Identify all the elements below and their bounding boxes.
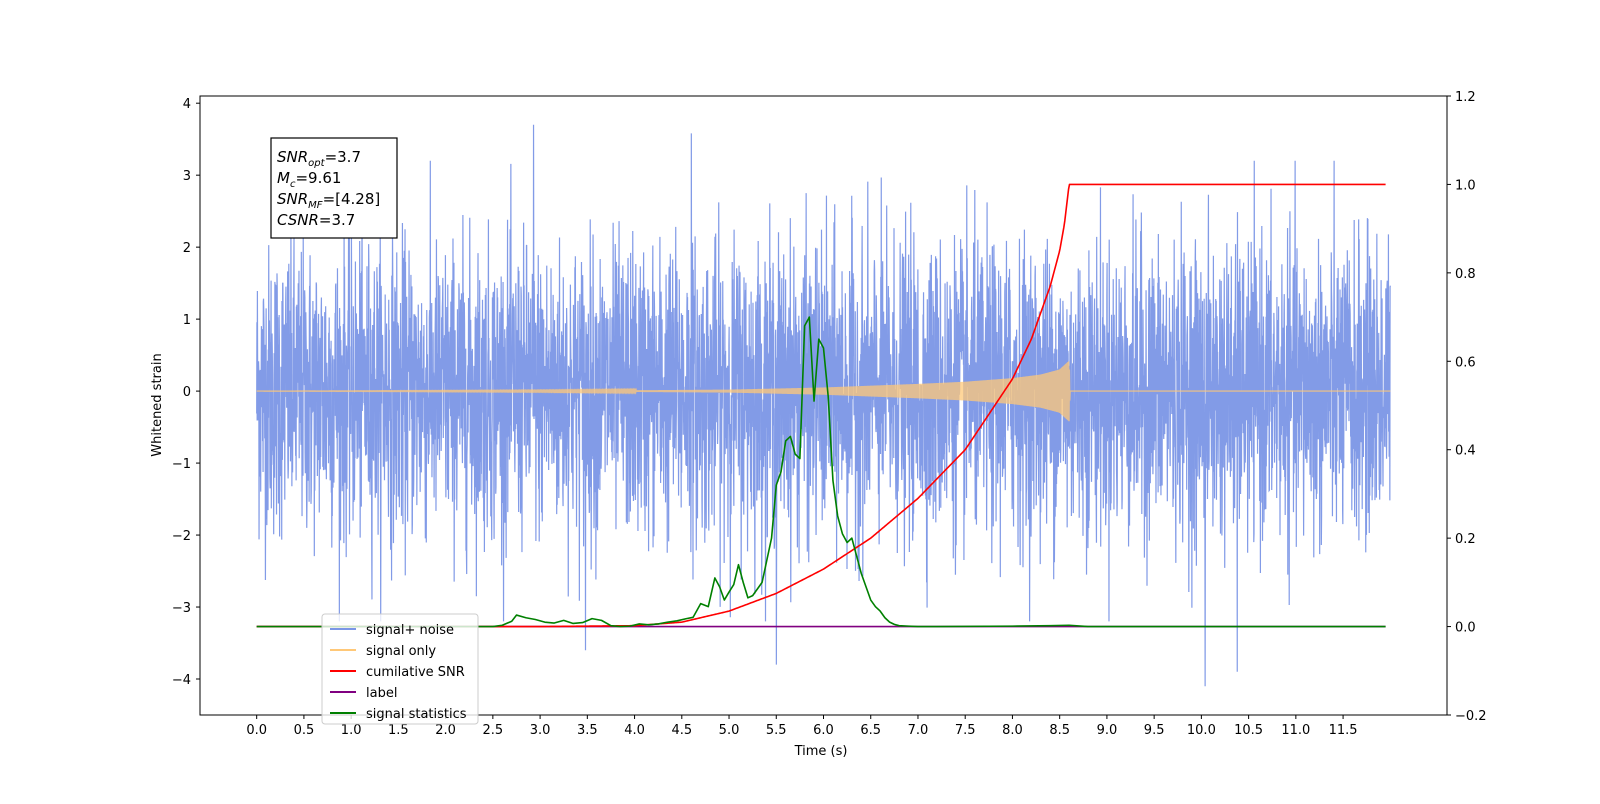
x-tick-label: 10.5 (1234, 723, 1263, 738)
x-tick-label: 9.0 (1097, 723, 1118, 738)
y-right-tick-label: 0.8 (1455, 267, 1476, 282)
y-left-tick-label: −1 (172, 457, 191, 472)
x-tick-label: 5.0 (719, 723, 740, 738)
x-tick-label: 11.0 (1281, 723, 1310, 738)
x-tick-label: 1.5 (388, 723, 409, 738)
x-tick-label: 7.5 (955, 723, 976, 738)
legend-label: signal only (366, 644, 436, 659)
x-tick-label: 0.5 (294, 723, 315, 738)
y-axis-left: −4 −3 −2 −1 0 1 2 3 4 (172, 97, 200, 688)
x-tick-label: 1.0 (341, 723, 362, 738)
annotation-line: SNRopt=3.7 (277, 148, 361, 169)
y-left-tick-label: −4 (172, 673, 191, 688)
x-tick-label: 6.5 (860, 723, 881, 738)
annotation-line: CSNR=3.7 (277, 211, 355, 229)
y-right-tick-label: 1.0 (1455, 178, 1476, 193)
series-signal-noise (256, 124, 1391, 687)
y-left-tick-label: 3 (183, 169, 191, 184)
x-tick-label: 8.0 (1002, 723, 1023, 738)
x-tick-label: 9.5 (1144, 723, 1165, 738)
y-axis-label: Whitened strain (150, 353, 165, 456)
y-left-tick-label: 1 (183, 313, 191, 328)
x-tick-label: 4.0 (624, 723, 645, 738)
y-right-tick-label: 0.2 (1455, 532, 1476, 547)
series-signal-only (256, 361, 1391, 422)
x-tick-label: 6.0 (813, 723, 834, 738)
x-axis: 0.0 0.5 1.0 1.5 2.0 2.5 3.0 3.5 4.0 4.5 5.0 5.5 6.0 6… (246, 715, 1358, 738)
x-tick-label: 7.0 (908, 723, 929, 738)
legend-label: label (366, 686, 397, 701)
x-tick-label: 11.5 (1329, 723, 1358, 738)
y-left-tick-label: 2 (183, 241, 191, 256)
x-tick-label: 2.5 (483, 723, 504, 738)
y-left-tick-label: −3 (172, 601, 191, 616)
series-signal-statistics (256, 316, 1386, 628)
x-tick-label: 0.0 (246, 723, 267, 738)
y-right-tick-label: −0.2 (1455, 709, 1487, 724)
legend: signal+ noise signal only cumilative SNR la… (321, 613, 479, 725)
y-left-tick-label: −2 (172, 529, 191, 544)
y-axis-right: −0.2 0.0 0.2 0.4 0.6 0.8 1.0 1.2 (1447, 90, 1487, 724)
x-tick-label: 2.0 (435, 723, 456, 738)
x-tick-label: 5.5 (766, 723, 787, 738)
x-tick-label: 4.5 (671, 723, 692, 738)
legend-label: signal+ noise (366, 623, 454, 638)
annotation-line: SNRMF=[4.28] (277, 190, 380, 211)
y-right-tick-label: 0.4 (1455, 444, 1476, 459)
x-axis-label: Time (s) (794, 744, 848, 759)
x-tick-label: 3.0 (530, 723, 551, 738)
x-tick-label: 3.5 (577, 723, 598, 738)
y-left-tick-label: 4 (183, 97, 191, 112)
x-tick-label: 10.0 (1187, 723, 1216, 738)
legend-label: cumilative SNR (366, 665, 465, 680)
y-left-tick-label: 0 (183, 385, 191, 400)
legend-label: signal statistics (366, 707, 467, 722)
x-tick-label: 8.5 (1049, 723, 1070, 738)
y-right-tick-label: 0.0 (1455, 621, 1476, 636)
y-right-tick-label: 1.2 (1455, 90, 1476, 105)
annotation-line: Mc=9.61 (277, 169, 341, 190)
y-right-tick-label: 0.6 (1455, 355, 1476, 370)
